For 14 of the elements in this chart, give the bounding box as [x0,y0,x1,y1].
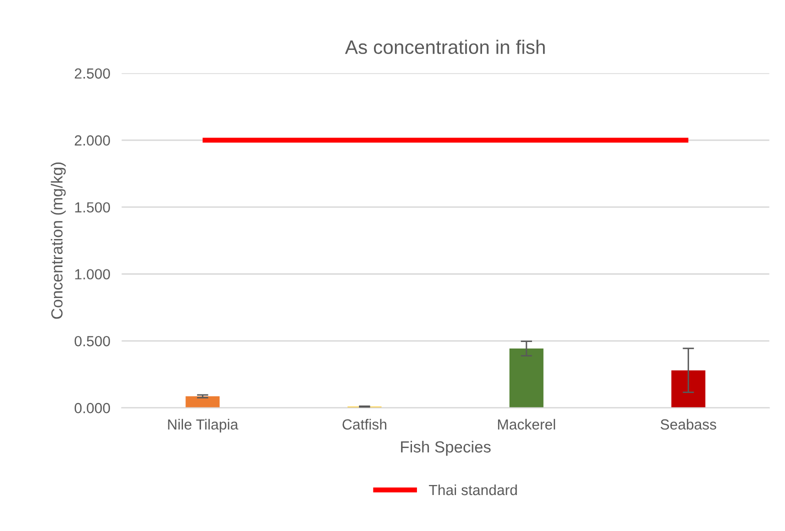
y-tick-label: 1.500 [75,202,110,213]
x-tick-label: Catfish [342,418,386,430]
x-tick-label: Nile Tilapia [168,418,238,433]
y-axis-title: Concentration (mg/kg) [50,162,66,319]
y-tick-label: 2.500 [74,68,110,79]
x-tick-label: Mackerel [498,418,556,430]
x-axis-title: Fish Species [401,440,491,456]
y-tick-label: 0.000 [74,402,110,414]
y-tick-label: 2.000 [74,135,110,146]
y-tick-label: 1.000 [75,269,110,280]
x-tick-label: Seabass [660,418,716,430]
legend-label: Thai standard [428,484,517,496]
y-tick-label: 0.500 [74,336,110,346]
chart-title: As concentration in fish [345,40,545,54]
